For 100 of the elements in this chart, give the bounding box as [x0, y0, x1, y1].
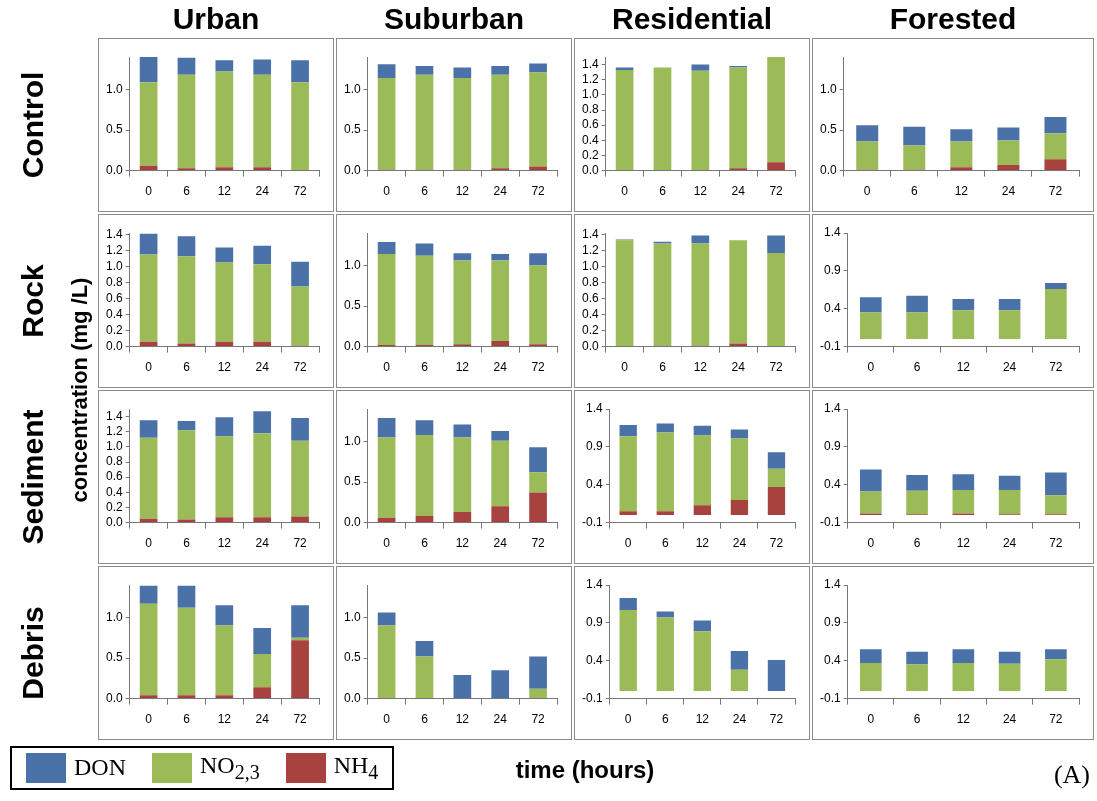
y-tick-label: 1.0 [105, 439, 123, 454]
x-tick-label: 12 [455, 712, 470, 727]
chart-title: Urban [171, 2, 261, 36]
y-tick-label: 0.9 [585, 439, 603, 454]
y-tick-label: 1.2 [105, 424, 123, 439]
x-tick-label: 0 [145, 360, 153, 375]
y-tick-label: 1.4 [105, 226, 123, 241]
y-axis-title: Rock [16, 264, 50, 338]
y-tick-label: 1.2 [581, 72, 599, 87]
y-tick-label: 0.2 [105, 322, 123, 337]
x-tick-label: 72 [293, 712, 308, 727]
x-tick-label: 6 [421, 184, 429, 199]
y-tick-label: 0.8 [581, 274, 599, 289]
x-tick-label: 12 [956, 712, 971, 727]
y-tick-label: 0.4 [105, 484, 123, 499]
chart-title: Residential [610, 2, 774, 36]
x-tick-label: 6 [421, 536, 429, 551]
x-tick-label: 12 [217, 184, 232, 199]
y-axis-title: Sediment [16, 409, 50, 545]
y-tick-label: 0.4 [585, 653, 603, 668]
x-tick-label: 6 [661, 536, 669, 551]
x-tick-label: 24 [1002, 712, 1017, 727]
y-tick-label: 0.9 [823, 263, 841, 278]
y-tick-label: 0.6 [581, 290, 599, 305]
y-tick-label: 0.4 [105, 306, 123, 321]
y-tick-label: 0.4 [581, 306, 599, 321]
x-tick-label: 24 [1002, 360, 1017, 375]
y-tick-label: 0.4 [823, 301, 841, 316]
y-tick-label: -0.1 [581, 514, 603, 529]
y-tick-label: 0.5 [105, 122, 123, 137]
legend-label: NH$_{4}$ [333, 752, 379, 784]
y-tick-label: 0.8 [105, 274, 123, 289]
y-tick-label: 0.2 [581, 147, 599, 162]
x-tick-label: 12 [956, 360, 971, 375]
y-axis-title: Control [16, 71, 50, 179]
text: time (hours) [515, 756, 655, 784]
y-tick-label: 1.4 [581, 56, 599, 71]
x-tick-label: 0 [867, 536, 875, 551]
x-tick-label: 12 [693, 184, 708, 199]
y-tick-label: 1.4 [585, 401, 603, 416]
x-tick-label: 6 [421, 712, 429, 727]
y-tick-label: 0.0 [343, 162, 361, 177]
y-tick-label: 0.4 [823, 653, 841, 668]
x-tick-label: 0 [863, 184, 871, 199]
y-tick-label: 1.0 [105, 81, 123, 96]
x-tick-label: 0 [145, 536, 153, 551]
legend-label: DON [74, 754, 126, 782]
y-tick-label: 0.0 [581, 338, 599, 353]
x-tick-label: 0 [867, 712, 875, 727]
y-tick-label: 1.4 [823, 577, 841, 592]
x-tick-label: 0 [621, 360, 629, 375]
y-tick-label: 0.8 [581, 102, 599, 117]
x-tick-label: 12 [455, 536, 470, 551]
x-tick-label: 6 [910, 184, 918, 199]
x-tick-label: 72 [769, 712, 784, 727]
x-tick-label: 72 [293, 536, 308, 551]
x-tick-label: 12 [956, 536, 971, 551]
y-tick-label: 0.5 [819, 122, 837, 137]
x-tick-label: 0 [383, 712, 391, 727]
y-tick-label: 1.4 [823, 225, 841, 240]
y-tick-label: 0.4 [823, 477, 841, 492]
x-tick-label: 24 [732, 536, 747, 551]
x-tick-label: 24 [493, 712, 508, 727]
y-tick-label: 0.5 [343, 298, 361, 313]
y-tick-label: 0.0 [105, 690, 123, 705]
chart-title: Forested [888, 2, 1018, 36]
x-tick-label: 0 [383, 184, 391, 199]
x-tick-label: 0 [145, 184, 153, 199]
x-tick-label: 0 [145, 712, 153, 727]
x-tick-label: 72 [769, 360, 784, 375]
chart-title: Suburban [383, 2, 525, 36]
y-tick-label: 0.0 [581, 162, 599, 177]
x-tick-label: 0 [867, 360, 875, 375]
legend-label: NO$_{2,3}$ [200, 752, 260, 784]
x-tick-label: 24 [731, 360, 746, 375]
x-tick-label: 72 [531, 712, 546, 727]
x-tick-label: 6 [913, 360, 921, 375]
x-tick-label: 12 [455, 184, 470, 199]
x-tick-label: 6 [913, 536, 921, 551]
x-tick-label: 6 [183, 184, 191, 199]
y-tick-label: 1.4 [823, 401, 841, 416]
y-tick-label: 1.0 [581, 87, 599, 102]
x-tick-label: 6 [661, 712, 669, 727]
y-tick-label: 0.0 [105, 338, 123, 353]
x-tick-label: 24 [255, 536, 270, 551]
y-axis-title: Debris [16, 606, 50, 700]
x-tick-label: 24 [255, 712, 270, 727]
y-tick-label: 0.9 [823, 439, 841, 454]
y-tick-label: 0.5 [343, 650, 361, 665]
y-tick-label: 0.5 [343, 474, 361, 489]
y-tick-label: 0.0 [105, 162, 123, 177]
y-tick-label: 0.0 [343, 338, 361, 353]
x-tick-label: 6 [183, 360, 191, 375]
y-tick-label: 1.0 [105, 258, 123, 273]
y-tick-label: 0.4 [581, 132, 599, 147]
x-tick-label: 12 [693, 360, 708, 375]
y-tick-label: 1.0 [343, 609, 361, 624]
x-tick-label: 24 [493, 360, 508, 375]
x-tick-label: 12 [217, 712, 232, 727]
y-tick-label: 1.4 [105, 408, 123, 423]
